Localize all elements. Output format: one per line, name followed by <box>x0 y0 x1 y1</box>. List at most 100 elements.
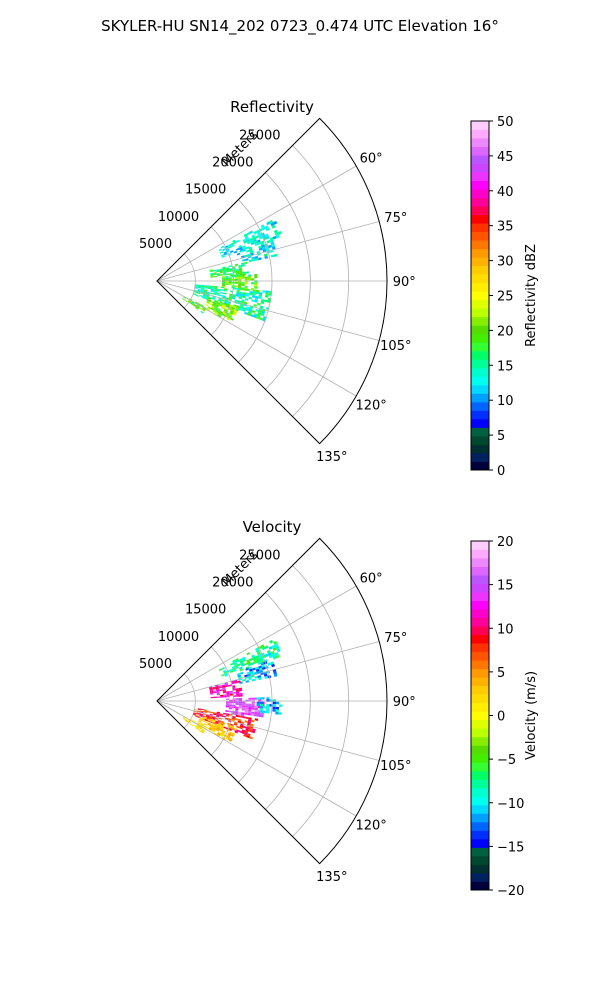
colorbar-segment <box>471 685 489 695</box>
colorbar-segment <box>471 435 489 445</box>
echo-cell <box>217 314 221 318</box>
echo-cell <box>218 312 223 315</box>
echo-cell <box>194 287 198 289</box>
echo-cell <box>222 281 226 284</box>
echo-cell <box>215 303 220 306</box>
echo-cell <box>203 290 208 292</box>
echo-cell <box>228 731 233 735</box>
echo-cell <box>206 308 210 312</box>
echo-cell <box>269 639 274 644</box>
echo-cell <box>219 251 224 254</box>
echo-cell <box>227 316 231 320</box>
echo-cell <box>242 679 246 682</box>
echo-cell <box>222 303 226 307</box>
echo-cell <box>259 706 263 709</box>
echo-cell <box>235 270 240 273</box>
echo-cell <box>213 290 217 293</box>
echo-cell <box>213 289 218 292</box>
echo-cell <box>209 719 213 722</box>
echo-cell <box>250 723 254 727</box>
echo-cell <box>245 716 249 720</box>
echo-cell <box>245 705 249 708</box>
echo-cell <box>225 717 229 720</box>
echo-cell <box>261 226 266 231</box>
echo-cell <box>229 737 233 741</box>
echo-cell <box>232 239 236 243</box>
echo-cell <box>213 732 218 736</box>
radial-tick-label: 25000 <box>239 128 280 143</box>
echo-cell <box>261 666 266 670</box>
echo-cell <box>220 694 224 697</box>
colorbar-segment <box>471 626 489 636</box>
echo-cell <box>222 248 226 252</box>
colorbar-tick-label: −15 <box>497 840 524 855</box>
echo-cell <box>229 269 233 272</box>
echo-cell <box>264 645 269 649</box>
echo-cell <box>245 237 250 241</box>
echo-cell <box>201 287 205 290</box>
echo-cell <box>238 282 242 284</box>
echo-cell <box>211 305 215 308</box>
echo-cell <box>210 290 214 292</box>
echo-cell <box>242 238 247 242</box>
echo-cell <box>267 652 272 656</box>
colorbar-segment <box>471 359 489 369</box>
echo-cell <box>245 258 249 261</box>
colorbar-segment <box>471 214 489 224</box>
echo-cell <box>270 254 275 258</box>
echo-cell <box>251 705 255 708</box>
colorbar-segment <box>471 881 489 891</box>
echo-cell <box>251 703 255 706</box>
echo-cell <box>228 278 232 281</box>
echo-cell <box>249 293 253 296</box>
echo-cell <box>199 718 203 721</box>
echo-cell <box>240 301 245 304</box>
echo-cell <box>206 294 210 297</box>
echo-cell <box>234 711 239 714</box>
echo-cell <box>210 272 214 275</box>
colorbar-segment <box>471 847 489 857</box>
echo-cell <box>251 310 256 314</box>
echo-cell <box>254 647 259 651</box>
echo-cell <box>214 288 218 291</box>
echo-cell <box>221 255 225 258</box>
echo-cell <box>235 277 239 279</box>
echo-cell <box>216 727 220 731</box>
echo-cell <box>222 669 227 673</box>
echo-cell <box>256 703 260 706</box>
echo-cell <box>227 302 231 305</box>
echo-cell <box>235 278 239 281</box>
echo-cell <box>224 683 229 686</box>
echo-cell <box>242 248 246 252</box>
echo-cell <box>236 291 240 294</box>
echo-cell <box>214 313 219 316</box>
echo-cell <box>228 684 232 687</box>
echo-cell <box>241 729 246 733</box>
echo-cell <box>222 267 226 270</box>
echo-cell <box>262 710 266 714</box>
echo-cell <box>229 290 234 293</box>
echo-cell <box>249 250 254 254</box>
echo-cell <box>190 302 194 306</box>
echo-cell <box>212 719 217 722</box>
echo-cell <box>258 296 262 299</box>
echo-cell <box>207 285 212 287</box>
echo-cell <box>208 728 212 731</box>
echo-cell <box>239 272 243 275</box>
echo-cell <box>205 303 209 307</box>
azimuth-tick-label: 135° <box>316 450 347 465</box>
colorbar-segment <box>471 804 489 814</box>
colorbar-segment <box>471 163 489 173</box>
echo-cell <box>201 286 205 289</box>
colorbar-segment <box>471 779 489 789</box>
echo-cell <box>237 713 242 716</box>
echo-cell <box>260 662 265 666</box>
echo-cell <box>258 294 263 297</box>
echo-cell <box>260 712 264 716</box>
colorbar-segment <box>471 316 489 326</box>
colorbar-segment <box>471 231 489 241</box>
echo-cell <box>225 705 229 708</box>
echo-cell <box>253 658 257 662</box>
echo-cell <box>223 251 227 254</box>
echo-cell <box>231 711 235 713</box>
